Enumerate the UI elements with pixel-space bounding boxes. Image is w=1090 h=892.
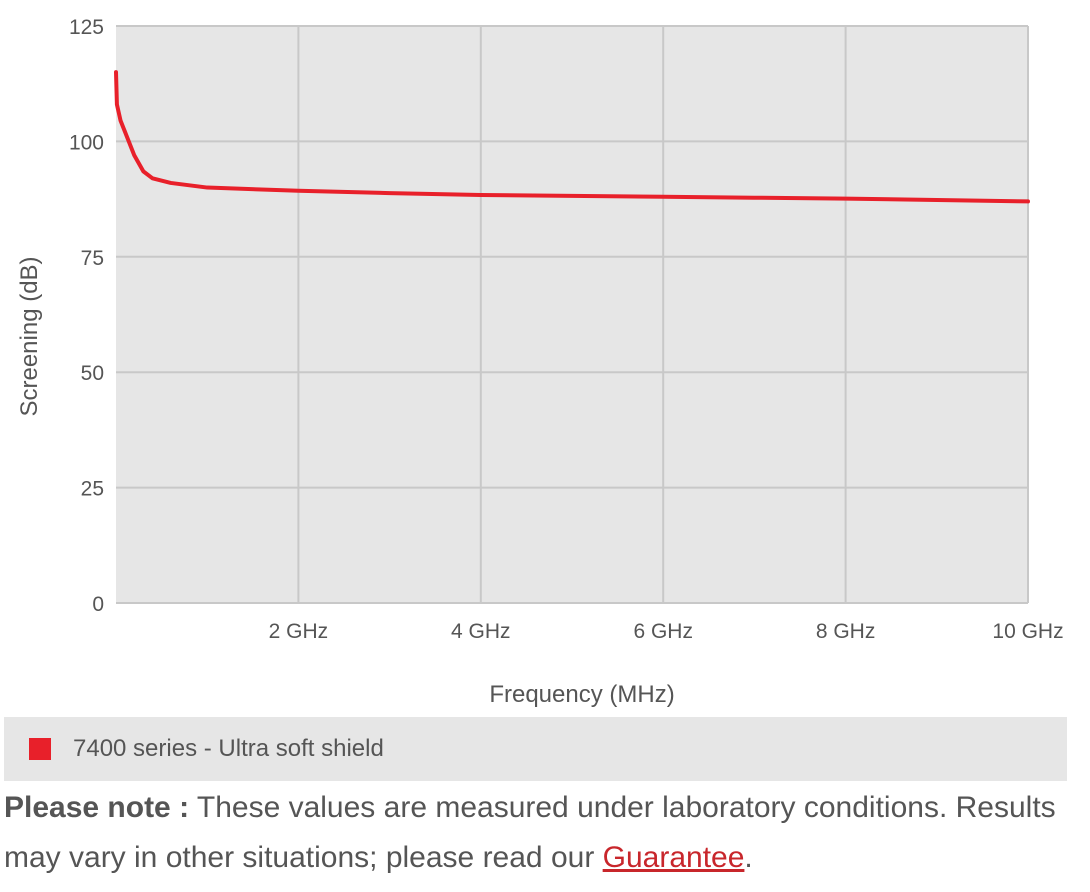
screening-chart: 0 25 50 75 100 125 2 GHz 4 GHz 6 GHz 8 GHz 10 GHz F…	[16, 16, 1064, 708]
x-tick-label: 8 GHz	[816, 620, 876, 643]
y-tick-label: 25	[81, 478, 104, 501]
chart-svg: 0 25 50 75 100 125 2 GHz 4 GHz 6 GHz 8 GHz 10 GHz F…	[16, 16, 1064, 708]
legend-swatch	[29, 738, 51, 760]
x-axis-title: Frequency (MHz)	[489, 681, 674, 708]
x-tick-label: 6 GHz	[633, 620, 693, 643]
note-bold-label: Please note :	[4, 791, 190, 824]
chart-legend: 7400 series - Ultra soft shield	[4, 717, 1067, 781]
y-tick-label: 0	[92, 593, 104, 616]
series-line	[114, 70, 1030, 204]
please-note-text: Please note : These values are measured …	[4, 783, 1074, 883]
y-tick-label: 50	[81, 362, 104, 385]
x-tick-label: 10 GHz	[992, 620, 1063, 643]
legend-label[interactable]: 7400 series - Ultra soft shield	[73, 735, 384, 762]
x-tick-label: 2 GHz	[269, 620, 329, 643]
x-tick-label: 4 GHz	[451, 620, 511, 643]
plot-background	[116, 26, 1028, 603]
y-tick-label: 100	[69, 131, 104, 154]
y-axis-title: Screening (dB)	[16, 256, 43, 416]
y-tick-label: 75	[81, 247, 104, 270]
guarantee-link[interactable]: Guarantee	[602, 841, 745, 874]
y-tick-label: 125	[69, 16, 104, 39]
note-body: These values are measured under laborato…	[4, 791, 1056, 874]
note-end: .	[744, 841, 753, 874]
